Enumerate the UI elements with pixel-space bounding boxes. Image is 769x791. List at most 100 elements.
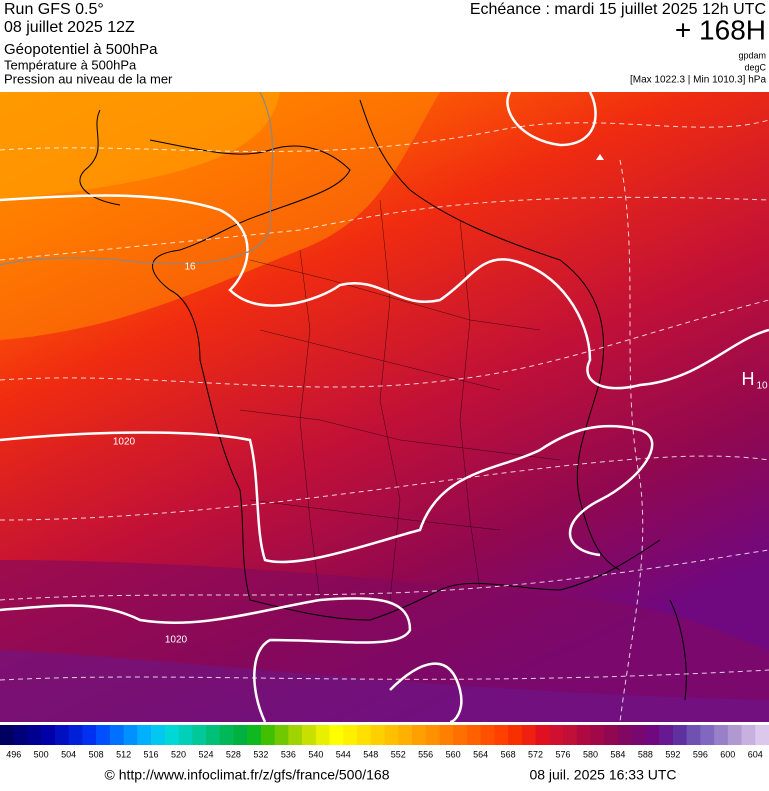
map [0, 92, 769, 722]
legend-swatch [96, 725, 111, 745]
legend-swatch [151, 725, 166, 745]
legend-swatch [123, 725, 138, 745]
legend-swatch [508, 725, 523, 745]
legend-swatch [521, 725, 537, 745]
legend-label: 528 [226, 749, 241, 759]
legend-label: 576 [556, 749, 571, 759]
legend-label: 548 [363, 749, 378, 759]
legend-label: 604 [748, 749, 763, 759]
legend-label: 536 [281, 749, 296, 759]
legend-swatch [563, 725, 578, 745]
legend-swatch [109, 725, 125, 745]
legend-label: 496 [6, 749, 21, 759]
legend-swatch [604, 725, 619, 745]
legend-label: 596 [693, 749, 708, 759]
legend-swatch [700, 725, 715, 745]
legend-swatch [82, 725, 97, 745]
header-left-line: 08 juillet 2025 12Z [4, 19, 135, 36]
legend-label: 504 [61, 749, 76, 759]
legend-swatch [590, 725, 605, 745]
legend-swatch [617, 725, 633, 745]
borders [239, 199, 561, 601]
geopotential-lines [0, 92, 274, 266]
legend-swatch [411, 725, 427, 745]
legend-swatch [727, 725, 743, 745]
legend-swatch [659, 725, 674, 745]
legend-swatch [714, 725, 729, 745]
legend-swatch [329, 725, 344, 745]
legend-swatch [13, 725, 28, 745]
legend-label: 560 [446, 749, 461, 759]
legend-swatch [260, 725, 276, 745]
legend-label: 592 [665, 749, 680, 759]
legend-swatch [54, 725, 70, 745]
header-right-line: degC [744, 62, 766, 72]
header-right-line: + 168H [675, 14, 766, 45]
map-label: H [742, 369, 755, 389]
legend-label: 540 [308, 749, 323, 759]
legend-swatch [164, 725, 180, 745]
footer-source: © http://www.infoclimat.fr/z/gfs/france/… [105, 767, 390, 783]
legend-swatch [425, 725, 440, 745]
legend-swatch [535, 725, 550, 745]
legend-swatch [247, 725, 262, 745]
header: Run GFS 0.5°08 juillet 2025 12Z Géopotent… [4, 1, 767, 86]
map-label: 1020 [165, 635, 188, 646]
legend-swatch [27, 725, 42, 745]
legend-label: 580 [583, 749, 598, 759]
legend-swatch [302, 725, 317, 745]
legend-label: 524 [198, 749, 213, 759]
legend-swatch [219, 725, 234, 745]
legend-label: 588 [638, 749, 653, 759]
legend-swatch [741, 725, 756, 745]
legend-label: 584 [610, 749, 625, 759]
map-label: 16 [184, 262, 196, 273]
legend-swatch [343, 725, 358, 745]
header-right-line: gpdam [738, 50, 766, 60]
color-legend: 496 500 504 508 512 516 520 524 528 532 536 540 544 5… [0, 725, 769, 759]
legend-swatch [631, 725, 646, 745]
map-label: 1020 [113, 437, 136, 448]
legend-swatch [549, 725, 564, 745]
legend-label: 544 [336, 749, 351, 759]
legend-label: 532 [253, 749, 268, 759]
legend-label: 520 [171, 749, 186, 759]
coastlines [79, 99, 687, 701]
header-left-line: Run GFS 0.5° [4, 1, 104, 18]
legend-label: 572 [528, 749, 543, 759]
legend-swatch [466, 725, 482, 745]
legend-swatch [370, 725, 385, 745]
legend-swatch [576, 725, 591, 745]
legend-label: 516 [144, 749, 159, 759]
legend-swatch [755, 725, 769, 745]
legend-swatch [494, 725, 509, 745]
header-left-line: Pression au niveau de la mer [4, 71, 173, 86]
cool-zone [0, 650, 769, 722]
legend-swatch [0, 725, 15, 745]
header-right-line: Echéance : mardi 15 juillet 2025 12h UTC [470, 1, 766, 18]
legend-label: 508 [89, 749, 104, 759]
legend-swatch [192, 725, 207, 745]
legend-swatch [384, 725, 399, 745]
legend-swatch [274, 725, 289, 745]
legend-swatch [439, 725, 454, 745]
legend-swatch [315, 725, 331, 745]
footer-timestamp: 08 juil. 2025 16:33 UTC [529, 767, 676, 783]
map-label: 10 [756, 381, 768, 392]
legend-label: 552 [391, 749, 406, 759]
legend-swatch [645, 725, 660, 745]
header-left-line: Géopotentiel à 500hPa [4, 41, 158, 58]
legend-label: 600 [720, 749, 735, 759]
pressure-isobars [0, 92, 769, 722]
temperature-isolines [0, 119, 769, 722]
legend-swatch [137, 725, 152, 745]
legend-swatch [288, 725, 303, 745]
legend-label: 556 [418, 749, 433, 759]
header-right-line: [Max 1022.3 | Min 1010.3] hPa [630, 75, 766, 86]
legend-swatch [453, 725, 468, 745]
header-left-line: Température à 500hPa [4, 57, 137, 72]
legend-swatch [480, 725, 495, 745]
warm-zone [0, 92, 280, 200]
legend-swatch [357, 725, 372, 745]
